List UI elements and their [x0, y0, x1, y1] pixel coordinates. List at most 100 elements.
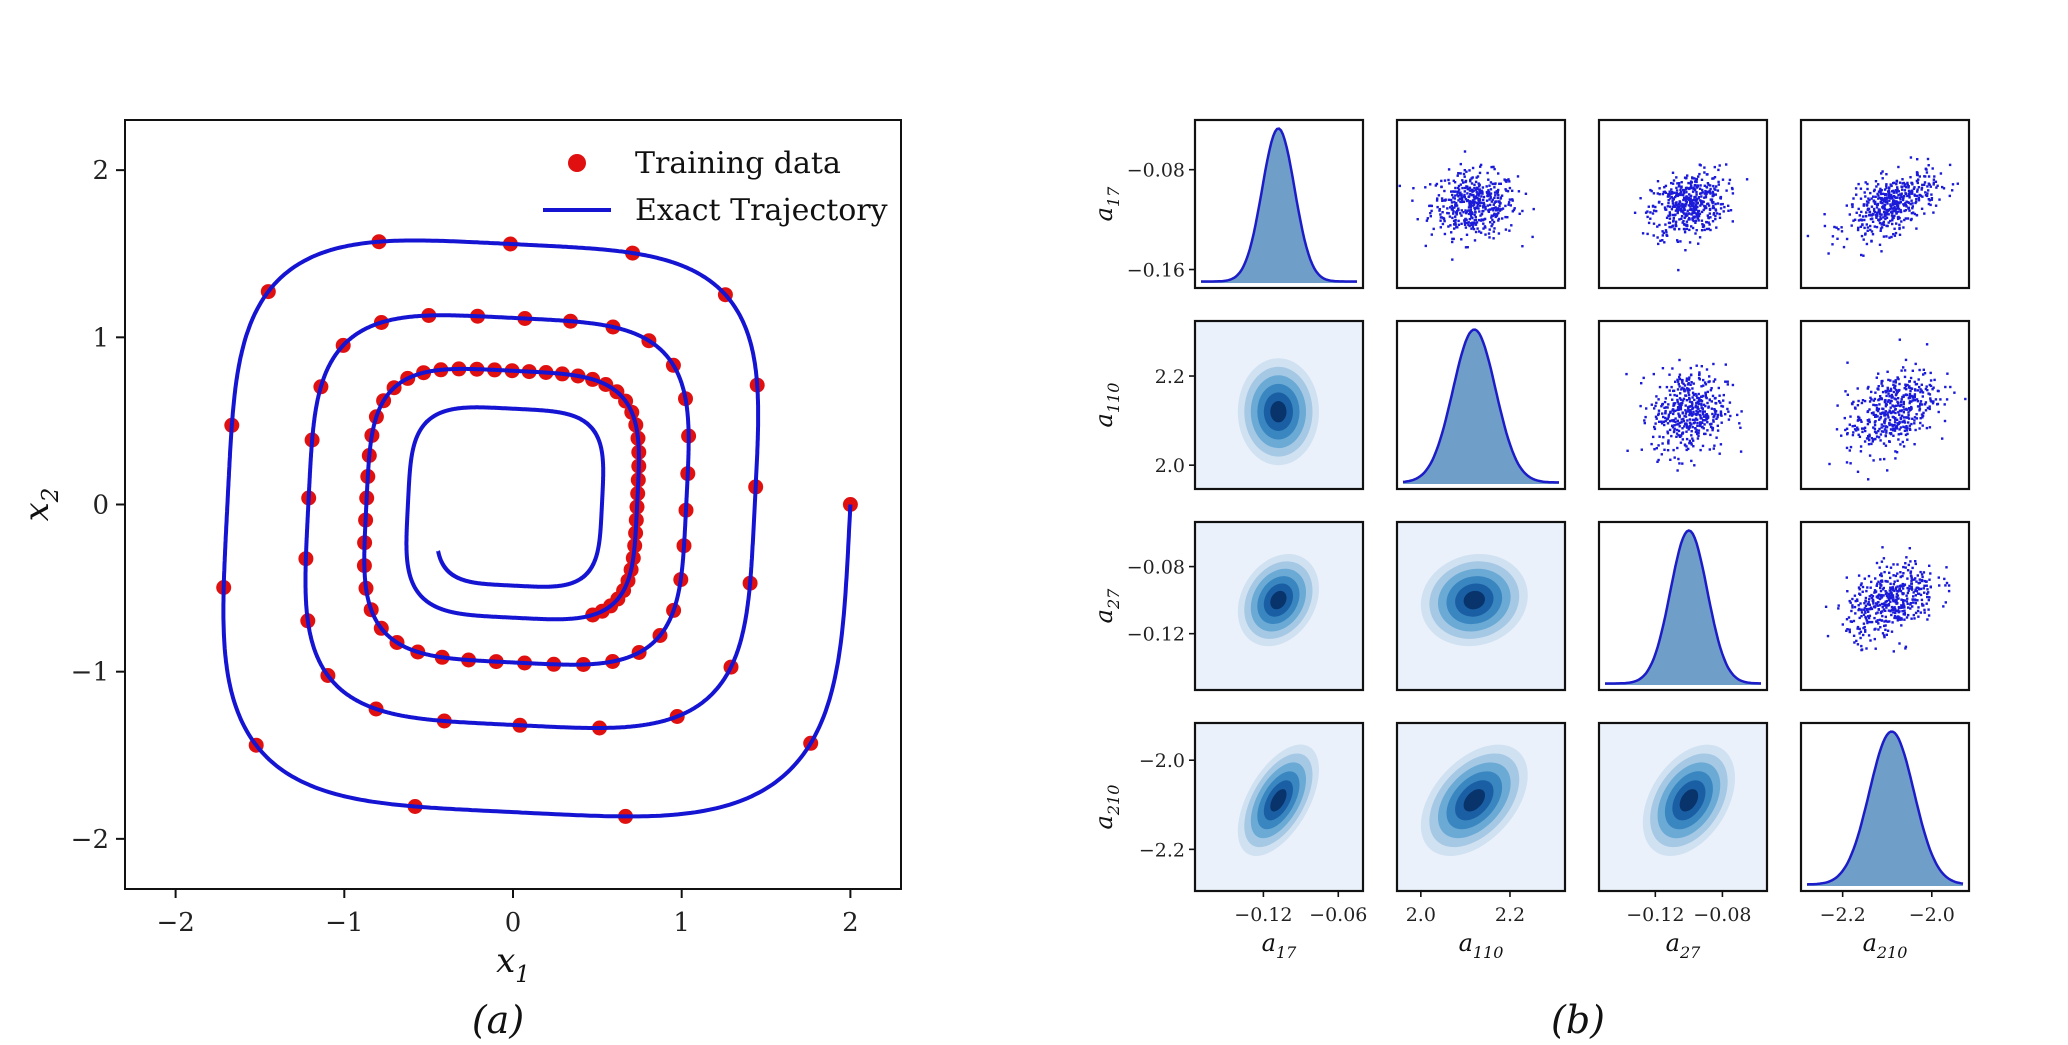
scatter-point	[1846, 590, 1849, 593]
scatter-point	[1463, 169, 1466, 172]
scatter-point	[1873, 210, 1877, 214]
scatter-point	[1901, 606, 1904, 609]
scatter-point	[1482, 201, 1485, 205]
scatter-point	[1928, 578, 1931, 581]
scatter-point	[1860, 608, 1863, 612]
scatter-point	[1690, 199, 1693, 202]
scatter-point	[1692, 382, 1695, 385]
scatter-point	[1920, 188, 1923, 191]
scatter-point	[1667, 201, 1670, 205]
scatter-point	[1904, 383, 1907, 386]
scatter-point	[1876, 214, 1879, 217]
scatter-point	[1894, 426, 1897, 429]
scatter-point	[1893, 234, 1897, 237]
scatter-point	[1877, 388, 1880, 391]
scatter-point	[1846, 628, 1849, 631]
scatter-point	[1686, 387, 1689, 390]
scatter-point	[1884, 615, 1887, 619]
scatter-point	[1689, 409, 1692, 412]
scatter-point	[1719, 411, 1723, 415]
scatter-point	[1693, 215, 1697, 218]
scatter-point	[1887, 208, 1890, 212]
scatter-point	[1722, 393, 1725, 397]
scatter-point	[1855, 639, 1858, 643]
scatter-point	[1924, 194, 1928, 197]
scatter-point	[1457, 190, 1460, 194]
y-tick-label: 2.0	[1155, 455, 1185, 477]
scatter-point	[1659, 239, 1662, 242]
scatter-point	[1877, 580, 1880, 583]
scatter-point	[1712, 419, 1715, 422]
scatter-point	[1477, 207, 1480, 210]
scatter-point	[1460, 195, 1463, 198]
scatter-point	[1479, 231, 1483, 234]
scatter-point	[1713, 444, 1716, 447]
scatter-point	[1914, 594, 1917, 597]
scatter-points	[1398, 150, 1535, 261]
scatter-point	[1883, 400, 1887, 404]
pair-cell-a110-a27	[1597, 319, 1769, 491]
scatter-point	[1729, 209, 1733, 212]
scatter-point	[1686, 389, 1689, 392]
scatter-point	[1467, 221, 1470, 224]
scatter-point	[1909, 218, 1913, 222]
scatter-point	[1708, 223, 1711, 226]
scatter-point	[1718, 212, 1721, 216]
scatter-point	[1429, 183, 1432, 186]
scatter-point	[1886, 400, 1889, 403]
scatter-point	[1702, 384, 1705, 387]
scatter-point	[1491, 182, 1494, 186]
scatter-point	[1876, 619, 1879, 622]
cell-frame	[1193, 721, 1365, 893]
scatter-point	[1489, 221, 1492, 224]
scatter-point	[1470, 177, 1473, 180]
scatter-point	[1695, 364, 1698, 367]
scatter-point	[1691, 212, 1694, 215]
scatter-point	[1687, 393, 1691, 397]
scatter-point	[1927, 202, 1931, 206]
scatter-point	[1892, 607, 1895, 610]
scatter-point	[1479, 214, 1482, 217]
scatter-point	[1853, 406, 1857, 409]
scatter-point	[1695, 413, 1698, 417]
scatter-point	[1875, 406, 1879, 410]
scatter-point	[1455, 226, 1458, 229]
scatter-point	[1916, 389, 1920, 392]
scatter-point	[1701, 188, 1704, 192]
scatter-point	[1682, 387, 1686, 390]
scatter-point	[1922, 587, 1925, 590]
scatter-point	[1902, 226, 1905, 229]
scatter-point	[1913, 399, 1917, 402]
scatter-point	[1906, 181, 1909, 185]
scatter-point	[1892, 233, 1895, 236]
scatter-point	[1678, 358, 1681, 362]
scatter-point	[1449, 206, 1452, 209]
y-tick-label: −0.08	[1127, 160, 1185, 182]
scatter-point	[1947, 584, 1951, 587]
scatter-point	[1688, 193, 1691, 196]
scatter-point	[1902, 425, 1905, 428]
scatter-point	[1478, 230, 1481, 233]
scatter-point	[1666, 449, 1670, 452]
scatter-point	[1857, 399, 1860, 403]
scatter-point	[1880, 397, 1883, 400]
scatter-point	[1898, 610, 1901, 613]
scatter-point	[1724, 363, 1727, 366]
pair-cell-a17-a17	[1193, 118, 1365, 290]
scatter-point	[1647, 221, 1651, 225]
scatter-point	[1916, 181, 1919, 185]
scatter-point	[1908, 407, 1911, 410]
scatter-point	[1695, 212, 1698, 215]
scatter-point	[1898, 584, 1902, 588]
scatter-point	[1472, 201, 1475, 204]
scatter-point	[1717, 400, 1721, 403]
scatter-point	[1672, 220, 1675, 223]
scatter-point	[1860, 648, 1863, 652]
scatter-point	[1885, 580, 1888, 583]
scatter-point	[1858, 214, 1861, 217]
scatter-point	[1653, 407, 1656, 410]
scatter-point	[1684, 200, 1688, 203]
scatter-point	[1895, 200, 1898, 203]
scatter-point	[1908, 192, 1911, 195]
scatter-point	[1672, 430, 1676, 434]
